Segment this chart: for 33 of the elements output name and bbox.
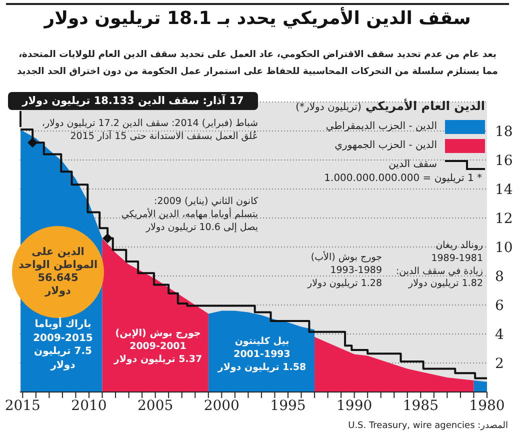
legend-label: سقف الدين bbox=[388, 159, 437, 170]
y-tick-label: 14 bbox=[495, 182, 513, 198]
chart-title: سقف الدين الأمريكي يحدد بـ 18.1 تريليون دولار bbox=[42, 8, 472, 29]
annotation: شباط (فبراير) 2014: سقف الدين 17.2 تريليون دولار، عُلق العمل بسقف الاستدانة حتى 15 آذار 2015 bbox=[40, 118, 258, 144]
annotation: 17 آذار: سقف الدين 18.133 تريليون دولار bbox=[8, 92, 258, 110]
x-tick-label: 1980 bbox=[469, 398, 505, 414]
y-tick-label: 2 bbox=[495, 356, 504, 372]
y-tick-label: 4 bbox=[495, 326, 504, 343]
chart-subtitle: بعد عام من عدم تحديد سقف الاقتراض الحكومي، عاد العمل على تحديد سقف الدين العام للولايات المتحدة، مما يستلزم سلسلة من التحركات المحاسبية للحفاظ على استمرار عمل الحكومة من دون اختراق الحد الجديد bbox=[16, 48, 499, 79]
y-tick-label: 10 bbox=[495, 240, 513, 256]
y-axis-title: الدين العام الأمريكي (تريليون دولار*) bbox=[296, 99, 485, 113]
annotation: جورج بوش (الأب) 1993-1989 1.28 تريليون دولار bbox=[306, 252, 382, 290]
x-tick-label: 2005 bbox=[138, 398, 174, 414]
annotation: باراك أوباما 2009-2015 7.5 تريليون دولار bbox=[32, 318, 94, 372]
y-tick-label: 8 bbox=[495, 268, 504, 285]
x-tick-label: 2010 bbox=[71, 398, 107, 414]
y-tick-label: 12 bbox=[495, 210, 513, 227]
x-tick-label: 2000 bbox=[204, 398, 240, 414]
x-tick-label: 2015 bbox=[4, 398, 40, 414]
annotation: * 1 تريليون = 1.000.000.000.000 bbox=[323, 172, 482, 186]
annotation: بيل كلينتون 2001-1993 1.58 تريليون دولار bbox=[216, 336, 308, 374]
x-tick-label: 1985 bbox=[402, 398, 438, 414]
legend-label: الدين - الحزب الجمهوري bbox=[334, 140, 437, 151]
annotation: رونالد ريغان 1989-1981 زيادة في سقف الدين: 1.82 تريليون دولار bbox=[396, 240, 483, 290]
x-tick-label: 1990 bbox=[336, 398, 372, 414]
annotation: كانون الثاني (يناير) 2009: يتسلم أوباما مهامه، الدين الأمريكي يصل إلى 10.6 تريليون دولار bbox=[120, 196, 258, 234]
x-tick-label: 1995 bbox=[270, 398, 306, 414]
annotation: جورج بوش (الإبن) 2009-2001 5.37 تريليون دولار bbox=[112, 328, 204, 366]
y-tick-label: 18 bbox=[495, 124, 513, 140]
text: المصدر: U.S. Treasury, wire agencies bbox=[347, 420, 508, 432]
y-tick-label: 6 bbox=[495, 298, 504, 314]
y-tick-label: 16 bbox=[495, 152, 513, 169]
legend-label: الدين - الحزب الديمقراطي bbox=[326, 121, 437, 132]
